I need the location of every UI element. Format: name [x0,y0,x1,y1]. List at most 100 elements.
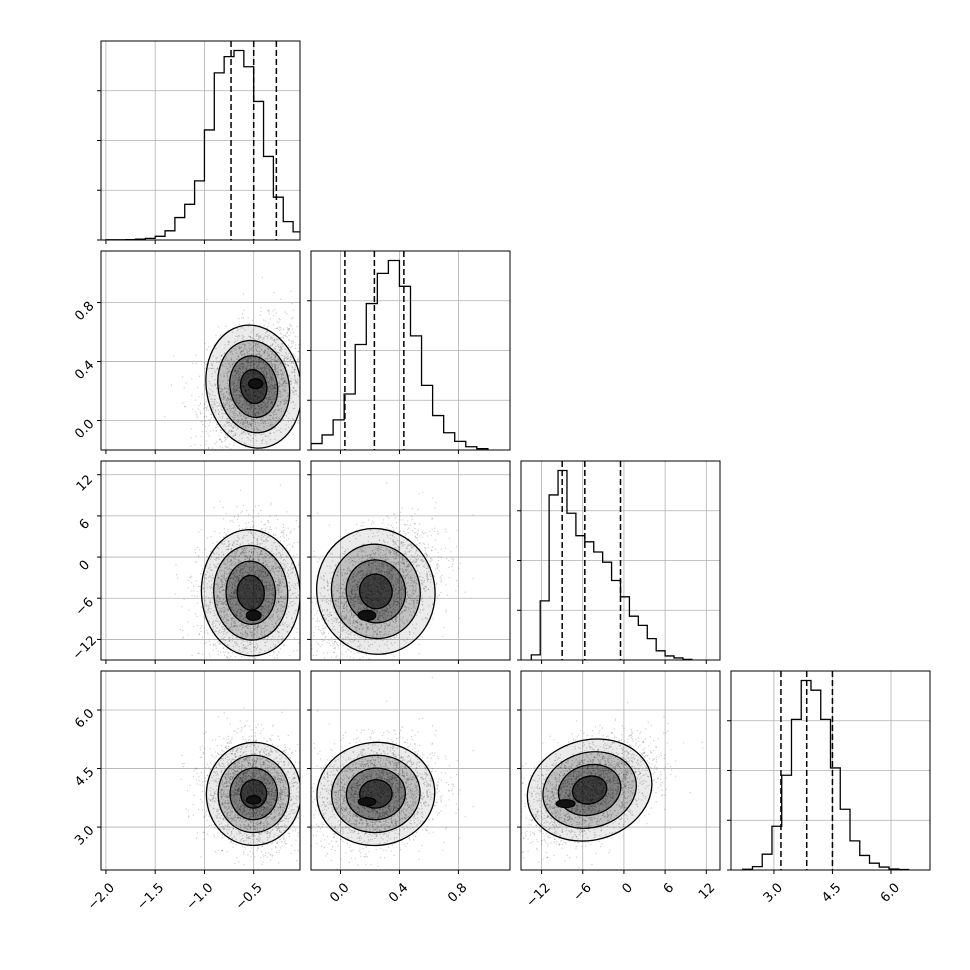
sample-point [278,566,281,568]
sample-point [223,611,225,614]
sample-point [237,374,239,377]
sample-point [276,616,279,618]
sample-point [262,366,265,368]
sample-point [261,571,263,573]
sample-point [245,645,247,648]
sample-point [283,403,286,405]
sample-point [260,549,262,552]
sample-point [307,393,308,394]
sample-point [261,567,264,569]
sample-point [265,374,268,376]
sample-point [303,383,304,384]
sample-point [228,419,231,422]
sample-point [252,698,253,699]
sample-point [282,605,284,608]
sample-point [208,388,210,390]
sample-point [234,562,237,565]
sample-point [239,510,240,511]
sample-point [290,530,292,533]
sample-point [217,588,219,591]
sample-point [224,438,227,441]
sample-point [251,420,253,423]
sample-point [266,365,268,367]
sample-point [219,416,221,419]
sample-point [238,379,240,381]
sample-point [239,379,241,381]
sample-point [198,652,200,654]
sample-point [234,591,237,593]
sample-point [265,397,268,400]
sample-point [204,425,207,428]
sample-point [294,347,297,349]
sample-point [211,394,214,396]
sample-point [243,547,246,550]
sample-point [254,634,256,636]
sample-point [256,632,259,634]
sample-point [288,352,290,354]
sample-point [278,566,281,569]
sample-point [243,442,246,444]
sample-point [276,585,279,587]
sample-point [190,445,192,447]
sample-point [232,595,234,597]
sample-point [215,603,218,605]
sample-point [269,372,271,375]
sample-point [227,595,229,598]
sample-point [221,540,224,543]
sample-point [242,551,244,553]
sample-point [271,403,274,406]
sample-point [288,543,290,546]
sample-point [246,417,248,419]
sample-point [232,412,235,415]
sample-point [262,408,265,411]
sample-point [244,633,246,635]
sample-point [237,379,239,382]
sample-point [271,400,273,403]
sample-point [234,409,236,412]
sample-point [331,385,332,386]
sample-point [229,398,231,401]
sample-point [209,455,210,456]
sample-point [239,543,242,545]
sample-point [245,555,247,557]
sample-point [258,626,261,628]
sample-point [234,573,236,576]
sample-point [276,619,279,622]
sample-point [294,376,296,379]
sample-point [272,354,275,356]
sample-point [261,606,263,608]
sample-point [247,317,249,319]
sample-point [287,364,289,367]
sample-point [257,556,259,558]
sample-point [235,372,238,374]
sample-point [246,421,249,423]
sample-point [245,452,246,453]
sample-point [277,345,279,348]
sample-point [223,616,226,618]
sample-point [241,418,244,421]
sample-point [232,427,234,430]
sample-point [243,343,245,346]
sample-point [235,390,238,392]
sample-point [295,390,298,392]
sample-point [291,328,294,330]
sample-point [267,325,269,327]
sample-point [279,390,282,393]
sample-point [208,605,211,608]
sample-point [246,403,249,405]
sample-point [262,412,265,415]
sample-point [234,596,236,599]
sample-point [253,547,256,549]
sample-point [266,640,268,642]
sample-point [274,363,276,365]
sample-point [232,394,235,396]
sample-point [261,581,264,583]
sample-point [261,367,264,370]
sample-point [246,423,249,425]
sample-point [277,614,279,616]
sample-point [252,364,255,366]
sample-point [228,391,230,393]
sample-point [207,597,210,599]
sample-point [248,407,251,410]
sample-point [264,369,266,371]
